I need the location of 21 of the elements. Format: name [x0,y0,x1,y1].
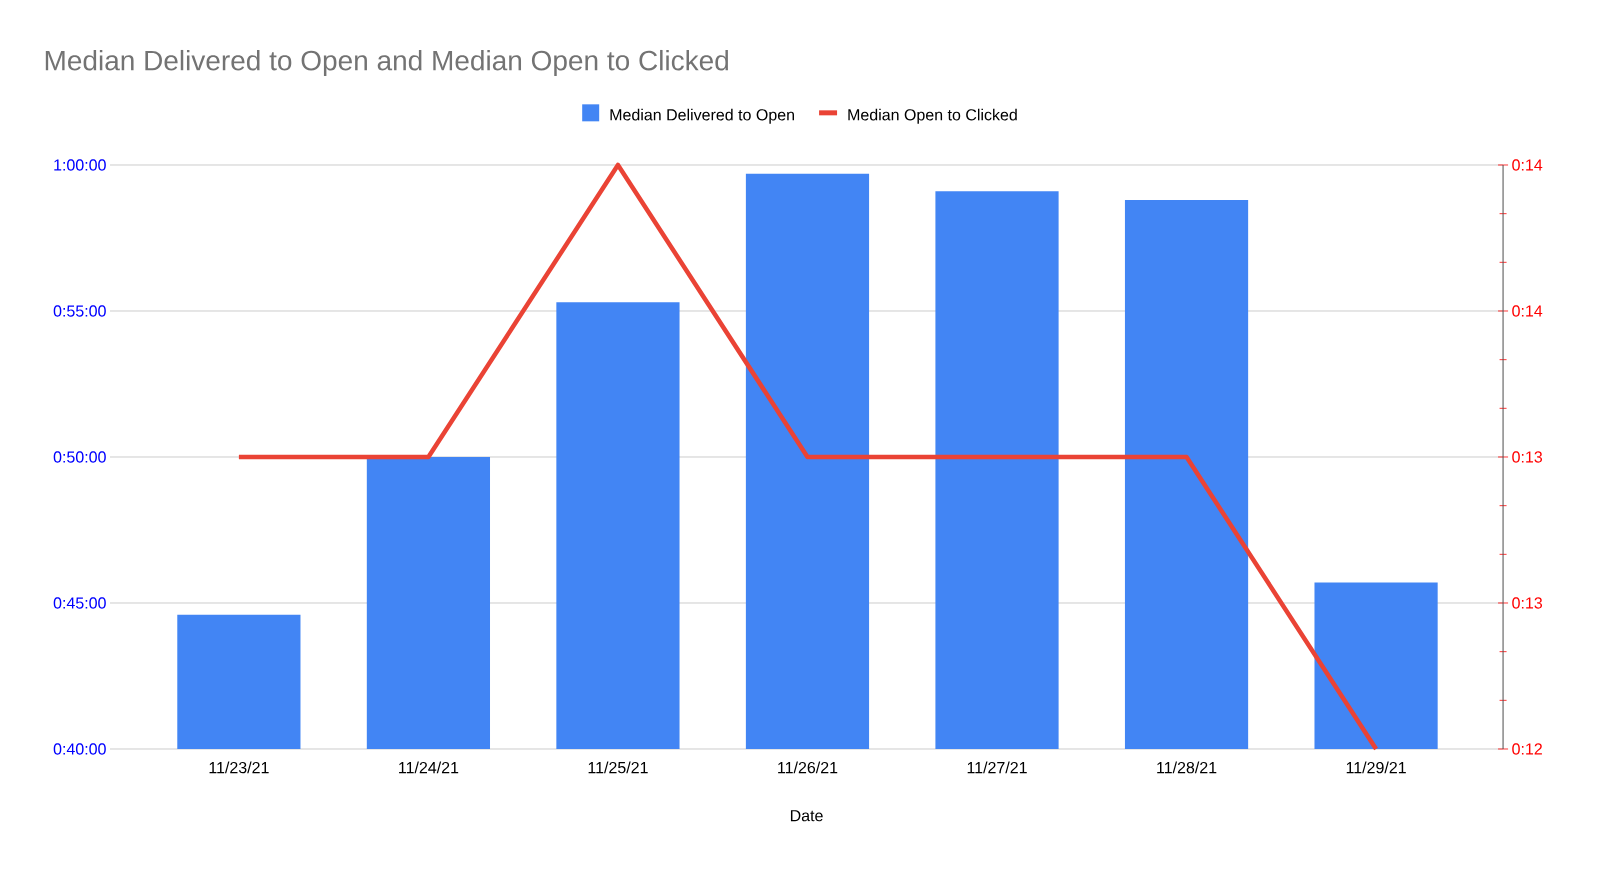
y2-tick-label: 0:12 [1512,743,1542,755]
y2-tick-label: 0:13 [1512,597,1543,609]
y-tick-label: 0:55:00 [53,305,106,317]
y2-tick-label: 0:14 [1512,159,1543,171]
x-tick-label: 11/25/21 [588,761,648,774]
x-tick-label: 11/24/21 [399,761,459,774]
x-tick-label: 11/26/21 [778,761,838,774]
x-tick-label: 11/28/21 [1157,761,1217,774]
x-tick-label: 11/27/21 [967,761,1027,774]
y2-tick-label: 0:13 [1512,451,1543,463]
y-tick-label: 1:00:00 [54,159,106,171]
y2-tick-label: 0:14 [1512,305,1543,317]
x-tick-label: 11/29/21 [1346,761,1406,774]
y-tick-label: 0:50:00 [53,451,106,463]
x-axis-title: Date [790,810,823,822]
x-tick-label: 11/23/21 [209,761,269,774]
y-tick-label: 0:40:00 [53,743,106,755]
legend-label: Median Delivered to Open [610,108,794,124]
legend-label: Median Open to Clicked [848,108,1017,124]
y-tick-label: 0:45:00 [53,597,106,609]
chart-title: Median Delivered to Open and Median Open to Clicked [45,49,728,77]
